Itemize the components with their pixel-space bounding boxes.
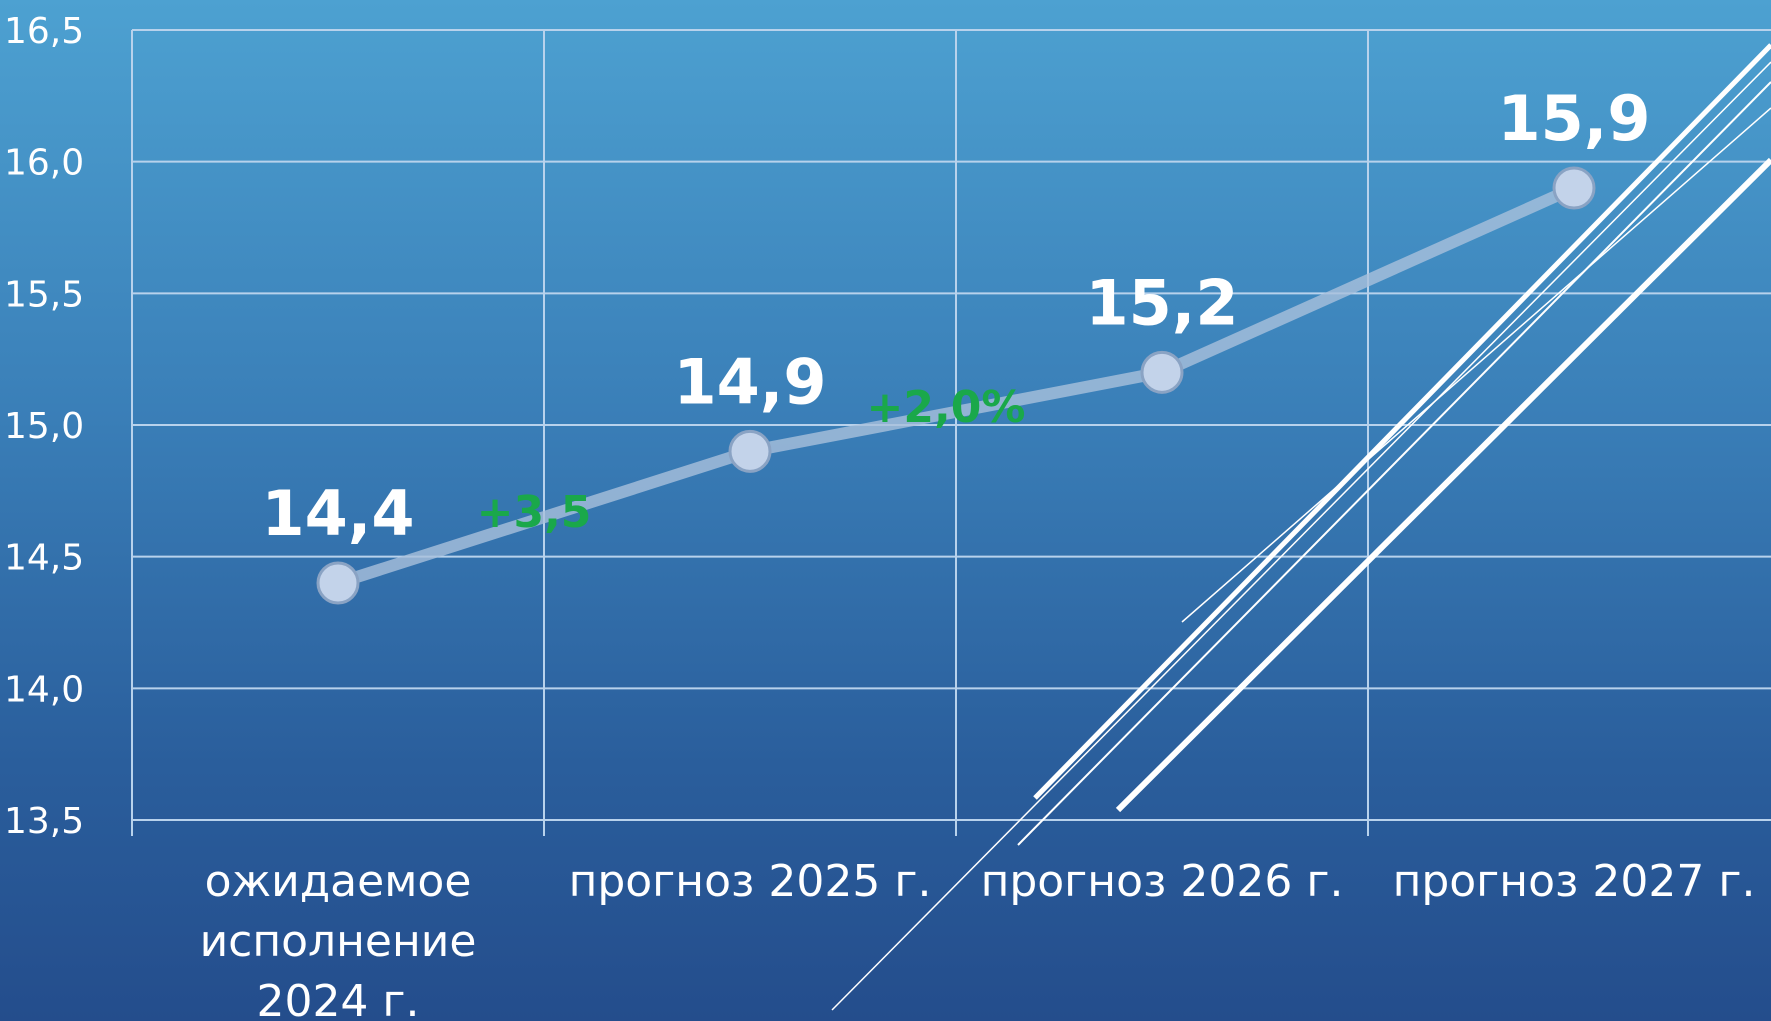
data-label: 15,2: [1086, 266, 1239, 339]
series-line: [332, 182, 1580, 589]
x-category-label-line: исполнение: [200, 916, 477, 967]
x-category-label: прогноз 2025 г.: [569, 856, 932, 907]
y-tick-labels: 13,5 14,0 14,5 15,0 15,5 16,0 16,5: [4, 11, 84, 842]
decorative-diagonal-lines: [831, 43, 1771, 1011]
y-tick-label: 15,0: [4, 406, 84, 447]
deco-line: [1033, 43, 1771, 800]
data-points: [316, 166, 1596, 605]
x-category-label-line: прогноз 2027 г.: [1393, 856, 1756, 907]
x-category-label: ожидаемое исполнение 2024 г.: [200, 856, 477, 1021]
x-category-label: прогноз 2026 г.: [981, 856, 1344, 907]
deco-line: [1017, 81, 1771, 846]
data-label: 14,4: [262, 477, 415, 550]
x-category-label: прогноз 2027 г.: [1393, 856, 1756, 907]
x-category-label-line: прогноз 2025 г.: [569, 856, 932, 907]
y-tick-label: 15,5: [4, 274, 84, 315]
deco-line: [1181, 107, 1771, 623]
series: [332, 182, 1580, 589]
x-category-label-line: 2024 г.: [256, 976, 419, 1021]
growth-annotation: +2,0%: [867, 382, 1026, 433]
y-tick-label: 16,0: [4, 143, 84, 184]
y-tick-label: 14,5: [4, 538, 84, 579]
data-point: [728, 429, 772, 473]
data-point: [1552, 166, 1596, 210]
data-point: [316, 561, 360, 605]
y-tick-label: 13,5: [4, 801, 84, 842]
data-label: 14,9: [674, 345, 827, 418]
data-point: [1140, 350, 1184, 394]
x-category-label-line: ожидаемое: [205, 856, 472, 907]
growth-annotation: +3,5: [477, 487, 592, 538]
y-tick-label: 14,0: [4, 669, 84, 710]
data-label: 15,9: [1498, 82, 1651, 155]
deco-line: [831, 61, 1771, 1011]
data-labels: 14,4 14,9 15,2 15,9: [262, 82, 1651, 550]
growth-annotations: +3,5 +2,0%: [477, 382, 1026, 538]
x-category-labels: ожидаемое исполнение 2024 г. прогноз 2025 г…: [200, 856, 1756, 1021]
y-tick-label: 16,5: [4, 11, 84, 52]
x-category-label-line: прогноз 2026 г.: [981, 856, 1344, 907]
deco-line: [1115, 157, 1771, 813]
